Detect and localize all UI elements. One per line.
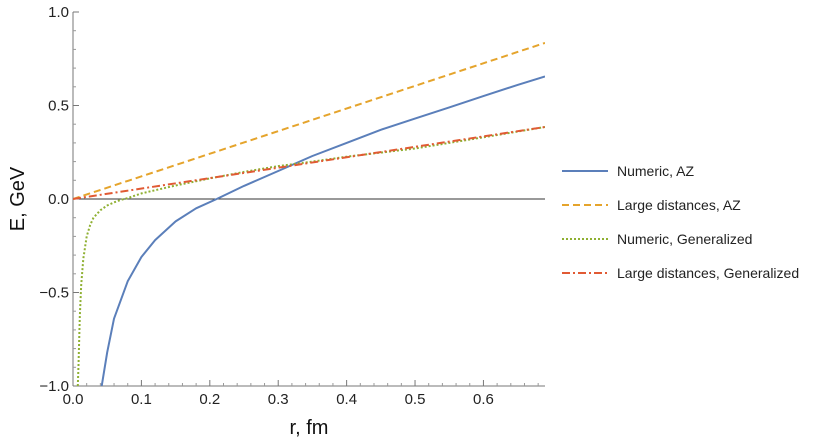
x-tick-label: 0.5 [405, 391, 426, 408]
y-tick-label: 0.0 [48, 191, 69, 208]
y-tick-label: −1.0 [39, 378, 69, 395]
series-line-1 [73, 41, 545, 200]
series-line-3 [73, 126, 545, 200]
x-tick-label: 0.4 [336, 391, 357, 408]
x-axis-label: r, fm [290, 417, 329, 439]
x-tick-label: 0.3 [268, 391, 289, 408]
y-tick-label: 1.0 [48, 4, 69, 21]
y-axis-label: E, GeV [7, 166, 29, 231]
x-tick-label: 0.0 [63, 391, 84, 408]
legend-label: Numeric, AZ [617, 163, 694, 179]
series-line-2 [76, 126, 545, 386]
plot-frame [72, 12, 545, 387]
x-tick-label: 0.1 [131, 391, 152, 408]
x-tick-label: 0.2 [199, 391, 220, 408]
y-tick-label: 0.5 [48, 98, 69, 115]
series-line-0 [100, 75, 545, 386]
legend: Numeric, AZ Large distances, AZ Numeric, G… [562, 163, 799, 281]
y-tick-label: −0.5 [39, 285, 69, 302]
legend-label: Large distances, AZ [617, 197, 741, 213]
x-tick-label: 0.6 [473, 391, 494, 408]
ticks: 0.0 0.1 0.2 0.3 0.4 0.5 0.6 −1.0 −0.5 0.0 0.5 1.0 [39, 4, 539, 408]
series-layer [73, 41, 545, 386]
legend-label: Large distances, Generalized [617, 265, 799, 281]
legend-label: Numeric, Generalized [617, 231, 752, 247]
